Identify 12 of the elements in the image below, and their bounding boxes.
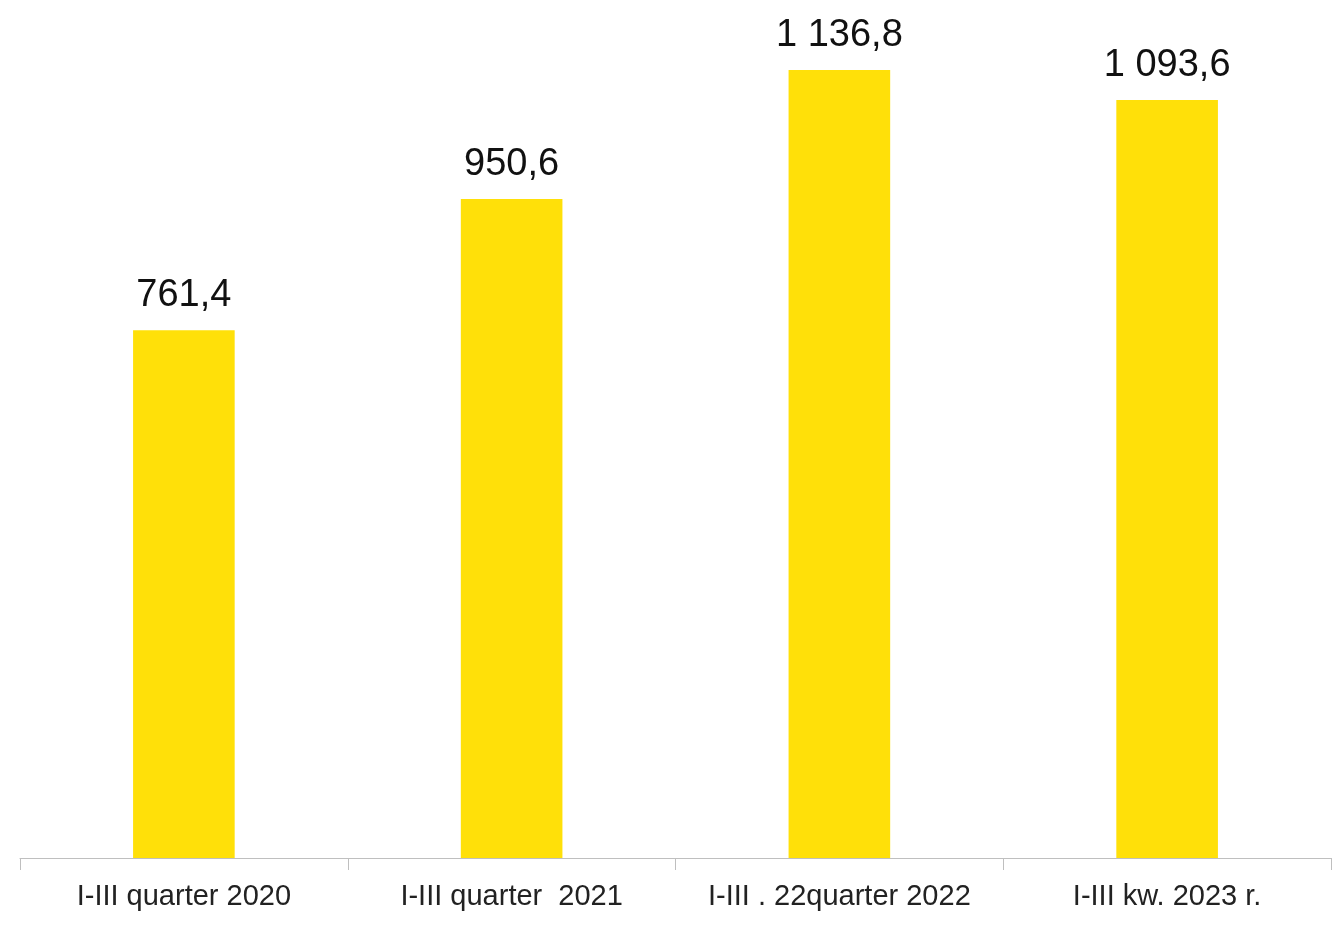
data-label: 950,6 [464, 141, 560, 184]
bar [788, 70, 891, 858]
bar [133, 330, 235, 858]
data-label: 1 093,6 [1103, 41, 1231, 84]
bar [460, 199, 563, 858]
bar [1116, 99, 1218, 858]
x-tick-label: I-III . 22quarter 2022 [707, 878, 971, 911]
x-tick-label: I-III quarter 2020 [76, 878, 292, 911]
x-tick-label: I-III kw. 2023 r. [1072, 878, 1262, 911]
data-label: 1 136,8 [775, 12, 903, 54]
data-label: 761,4 [136, 272, 232, 315]
x-tick-label: I-III quarter 2021 [400, 878, 623, 911]
